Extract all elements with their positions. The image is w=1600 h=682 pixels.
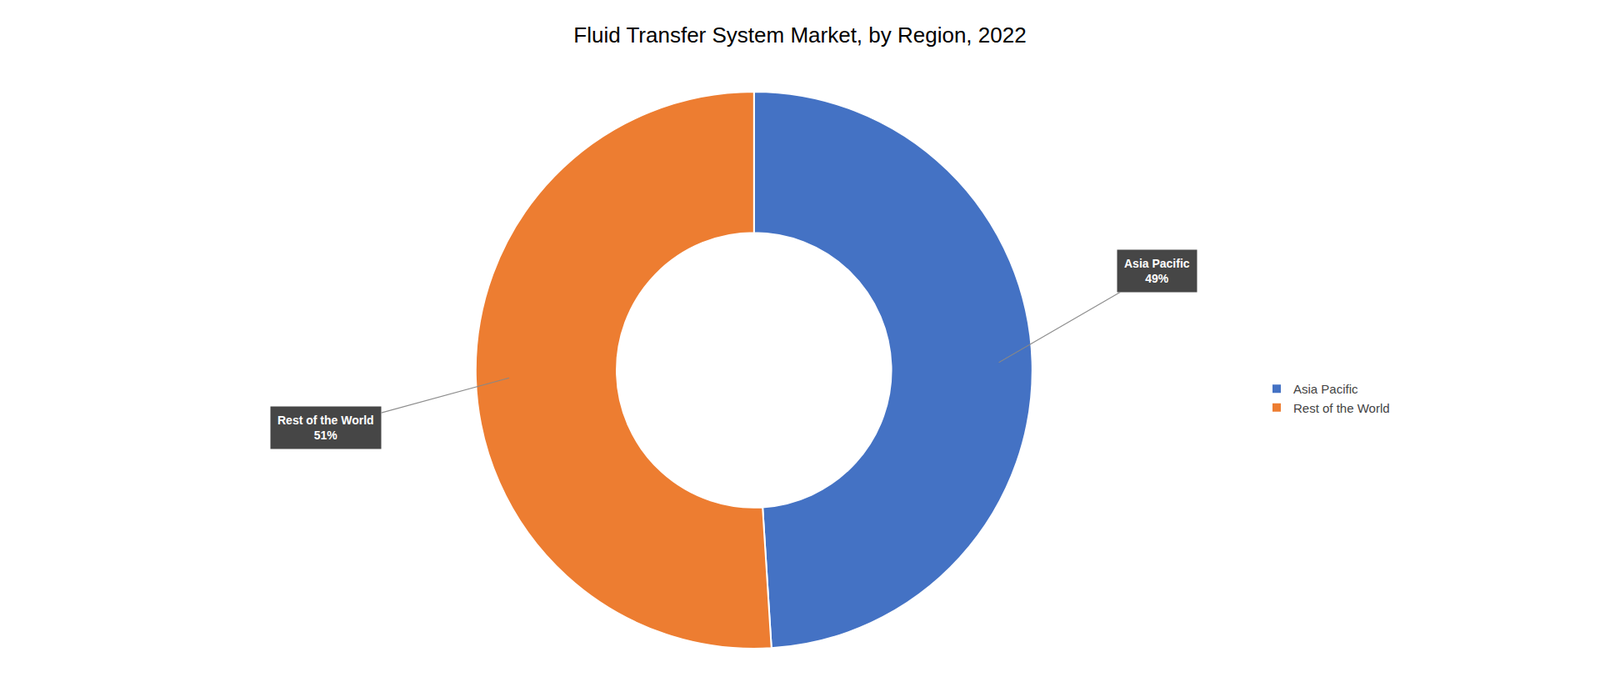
svg-text:Rest of the World51%: Rest of the World51% bbox=[277, 413, 375, 442]
svg-text:Fluid Transfer System Market,: Fluid Transfer System Market, by Region,… bbox=[573, 22, 1026, 48]
svg-text:Asia Pacific49%: Asia Pacific49% bbox=[1124, 256, 1190, 285]
svg-text:Rest of the World: Rest of the World bbox=[1293, 400, 1390, 415]
svg-text:Asia Pacific: Asia Pacific bbox=[1293, 381, 1359, 396]
